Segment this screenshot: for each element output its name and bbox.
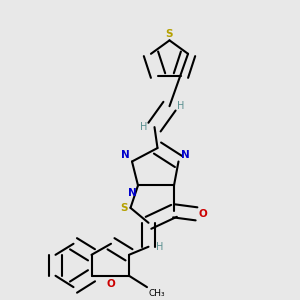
Text: N: N: [181, 150, 190, 160]
Text: O: O: [106, 279, 116, 289]
Text: O: O: [199, 209, 208, 219]
Text: H: H: [177, 101, 184, 111]
Text: S: S: [121, 203, 128, 213]
Text: N: N: [121, 150, 130, 160]
Text: H: H: [156, 242, 164, 252]
Text: S: S: [166, 29, 173, 39]
Text: CH₃: CH₃: [148, 289, 165, 298]
Text: N: N: [128, 188, 136, 198]
Text: H: H: [140, 122, 147, 132]
